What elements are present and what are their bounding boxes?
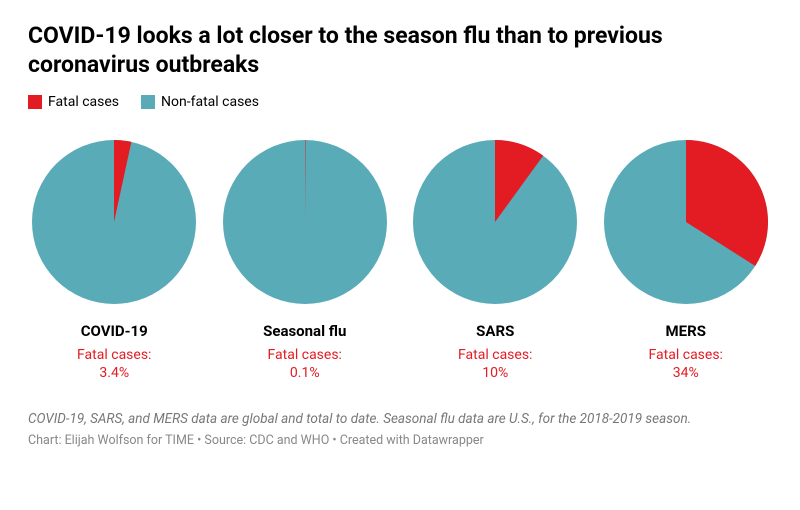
credit-line: Chart: Elijah Wolfson for TIME • Source:… <box>28 433 772 448</box>
legend-swatch-nonfatal <box>141 95 155 109</box>
fatal-value-3: 34% <box>673 365 699 381</box>
pie-chart-seasonal-flu <box>223 140 387 304</box>
chart-col-3: MERS Fatal cases: 34% <box>600 140 773 384</box>
fatal-label-2: Fatal cases: 10% <box>458 346 532 384</box>
legend-item-nonfatal: Non-fatal cases <box>141 94 259 110</box>
chart-col-1: Seasonal flu Fatal cases: 0.1% <box>219 140 392 384</box>
legend: Fatal cases Non-fatal cases <box>28 94 772 110</box>
fatal-prefix-1: Fatal cases: <box>268 347 342 363</box>
fatal-value-1: 0.1% <box>290 365 320 381</box>
fatal-value-2: 10% <box>482 365 508 381</box>
pie-chart-mers <box>604 140 768 304</box>
fatal-prefix-2: Fatal cases: <box>458 347 532 363</box>
footnote: COVID-19, SARS, and MERS data are global… <box>28 411 772 427</box>
legend-label-fatal: Fatal cases <box>48 94 119 110</box>
legend-swatch-fatal <box>28 95 42 109</box>
fatal-prefix-0: Fatal cases: <box>77 347 151 363</box>
charts-row: COVID-19 Fatal cases: 3.4% Seasonal flu … <box>28 140 772 384</box>
chart-col-0: COVID-19 Fatal cases: 3.4% <box>28 140 201 384</box>
chart-name-1: Seasonal flu <box>263 322 346 340</box>
pie-chart-sars <box>413 140 577 304</box>
chart-name-0: COVID-19 <box>81 322 148 340</box>
fatal-label-1: Fatal cases: 0.1% <box>268 346 342 384</box>
fatal-value-0: 3.4% <box>99 365 129 381</box>
chart-name-3: MERS <box>666 322 706 340</box>
fatal-label-3: Fatal cases: 34% <box>649 346 723 384</box>
chart-title: COVID-19 looks a lot closer to the seaso… <box>28 22 772 80</box>
chart-col-2: SARS Fatal cases: 10% <box>409 140 582 384</box>
pie-chart-covid19 <box>32 140 196 304</box>
fatal-label-0: Fatal cases: 3.4% <box>77 346 151 384</box>
chart-name-2: SARS <box>476 322 514 340</box>
legend-label-nonfatal: Non-fatal cases <box>161 94 259 110</box>
legend-item-fatal: Fatal cases <box>28 94 119 110</box>
fatal-prefix-3: Fatal cases: <box>649 347 723 363</box>
